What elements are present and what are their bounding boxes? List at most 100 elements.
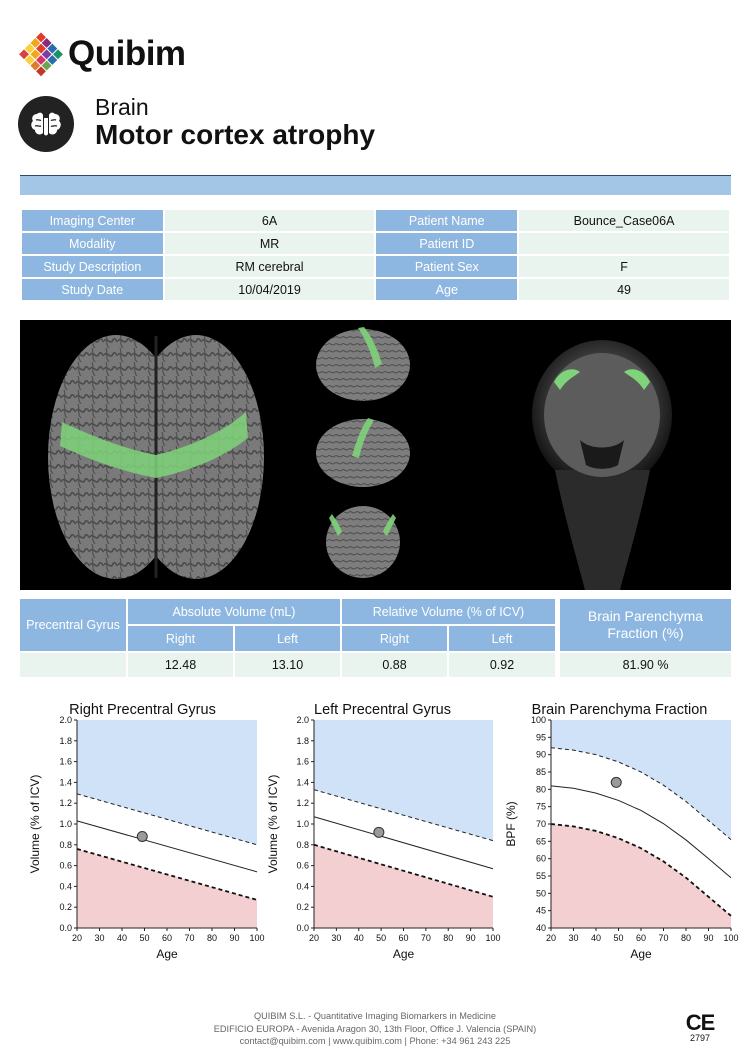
- info-label: Patient Sex: [376, 256, 518, 277]
- x-tick-label: 70: [658, 933, 668, 943]
- x-tick-label: 60: [162, 933, 172, 943]
- abs-left-value: 13.10: [235, 653, 340, 677]
- rel-right-value: 0.88: [342, 653, 447, 677]
- x-tick-label: 20: [546, 933, 556, 943]
- y-tick-label: 0.4: [296, 881, 309, 891]
- upper-limit-line: [550, 747, 732, 840]
- bpf-header: Brain Parenchyma Fraction (%): [560, 599, 731, 651]
- y-tick-label: 0.0: [59, 923, 72, 933]
- y-tick-label: 0.0: [296, 923, 309, 933]
- info-value: F: [519, 256, 729, 277]
- abs-left-header: Left: [235, 626, 340, 651]
- brain-icon: [31, 112, 61, 136]
- y-tick-label: 1.8: [59, 736, 72, 746]
- lower-limit-line: [550, 823, 732, 917]
- info-label: Age: [376, 279, 518, 300]
- info-label: Modality: [22, 233, 163, 254]
- y-tick-label: 55: [536, 871, 546, 881]
- upper-zone-area: [77, 720, 257, 845]
- chart-bpf: Brain Parenchyma Fraction 20 30 40 50 60 70 80…: [497, 700, 742, 965]
- quibim-logo-icon: [19, 32, 63, 77]
- y-tick-label: 1.8: [296, 736, 309, 746]
- brain-medial-view-image: [316, 418, 410, 487]
- table-row: Study Date 10/04/2019 Age 49: [22, 279, 729, 300]
- footer: QUIBIM S.L. - Quantitative Imaging Bioma…: [0, 1010, 750, 1048]
- info-value: 6A: [164, 210, 375, 231]
- y-tick-label: 1.6: [296, 757, 309, 767]
- y-tick-label: 85: [536, 767, 546, 777]
- lower-zone-area: [551, 824, 731, 928]
- info-label: Patient ID: [376, 233, 518, 254]
- info-label: Imaging Center: [22, 210, 163, 231]
- lower-zone-area: [77, 848, 257, 928]
- chart-left-precentral-plot: 20 30 40 50 60 70 80 90 100 0.0 0.2 0.4 0.6 0.8 1.0 1.2…: [266, 715, 501, 961]
- y-tick-label: 1.4: [59, 777, 72, 787]
- x-tick-label: 40: [117, 933, 127, 943]
- x-tick-label: 30: [568, 933, 578, 943]
- quibim-logo: Quibim: [18, 28, 218, 84]
- y-tick-label: 0.8: [296, 840, 309, 850]
- x-tick-label: 80: [207, 933, 217, 943]
- table-row: Imaging Center 6A Patient Name Bounce_Ca…: [22, 210, 729, 231]
- brain-lateral-view-image: [316, 327, 410, 401]
- y-tick-label: 65: [536, 836, 546, 846]
- x-tick-label: 50: [139, 933, 149, 943]
- y-tick-label: 1.4: [296, 777, 309, 787]
- y-tick-label: 0.6: [296, 861, 309, 871]
- y-tick-label: 80: [536, 784, 546, 794]
- ce-number: 2797: [689, 1033, 711, 1043]
- x-tick-label: 20: [72, 933, 82, 943]
- chart-bpf-plot: 20 30 40 50 60 70 80 90 100 40 45 50 55 60 65 70 75 80 85 9…: [504, 715, 739, 961]
- header-band: [20, 175, 731, 195]
- y-tick-label: 0.2: [296, 902, 309, 912]
- x-tick-label: 90: [229, 933, 239, 943]
- info-value: [519, 233, 729, 254]
- absolute-volume-header: Absolute Volume (mL): [128, 599, 340, 624]
- x-tick-label: 70: [184, 933, 194, 943]
- mean-line: [550, 785, 732, 879]
- x-tick-label: 30: [331, 933, 341, 943]
- brain-render-panel: [20, 320, 731, 590]
- patient-point: [610, 776, 622, 788]
- y-tick-label: 1.0: [59, 819, 72, 829]
- brand-name: Quibim: [68, 34, 186, 73]
- y-tick-label: 1.2: [296, 798, 309, 808]
- info-label: Patient Name: [376, 210, 518, 231]
- x-tick-label: 70: [421, 933, 431, 943]
- info-value: 49: [519, 279, 729, 300]
- rel-left-value: 0.92: [449, 653, 555, 677]
- y-axis-label: Volume (% of ICV): [266, 775, 280, 874]
- table-row: Modality MR Patient ID: [22, 233, 729, 254]
- upper-zone-area: [314, 720, 493, 841]
- x-axis-label: Age: [393, 947, 415, 961]
- footer-line-company: QUIBIM S.L. - Quantitative Imaging Bioma…: [253, 1011, 497, 1021]
- info-value: RM cerebral: [164, 256, 375, 277]
- chart-title: Right Precentral Gyrus: [69, 702, 216, 718]
- chart-left-precentral: Left Precentral Gyrus 20 30 40 50 60 70 80 90 10…: [260, 700, 505, 965]
- upper-zone-area: [551, 720, 731, 840]
- x-tick-label: 90: [466, 933, 476, 943]
- x-tick-label: 80: [681, 933, 691, 943]
- y-tick-label: 1.2: [59, 798, 72, 808]
- y-tick-label: 45: [536, 906, 546, 916]
- mri-coronal-slice-image: [522, 328, 682, 590]
- brain-frontal-view-image: [326, 506, 400, 578]
- x-tick-label: 100: [723, 933, 738, 943]
- chart-title: Left Precentral Gyrus: [314, 702, 451, 718]
- x-tick-label: 20: [309, 933, 319, 943]
- y-tick-label: 0.2: [59, 902, 72, 912]
- rel-right-header: Right: [342, 626, 447, 651]
- patient-info-table: Imaging Center 6A Patient Name Bounce_Ca…: [20, 208, 731, 302]
- y-tick-label: 0.6: [59, 861, 72, 871]
- y-tick-label: 90: [536, 750, 546, 760]
- report-category: Brain: [95, 94, 149, 120]
- x-tick-label: 60: [636, 933, 646, 943]
- region-empty-cell: [20, 653, 126, 677]
- y-tick-label: 2.0: [59, 715, 72, 725]
- lower-limit-line: [76, 848, 258, 901]
- patient-point: [136, 830, 148, 842]
- volume-table: Precentral Gyrus Absolute Volume (mL) Re…: [20, 599, 555, 677]
- ce-mark: CE: [685, 1010, 716, 1035]
- y-tick-label: 1.0: [296, 819, 309, 829]
- mean-line: [76, 820, 258, 873]
